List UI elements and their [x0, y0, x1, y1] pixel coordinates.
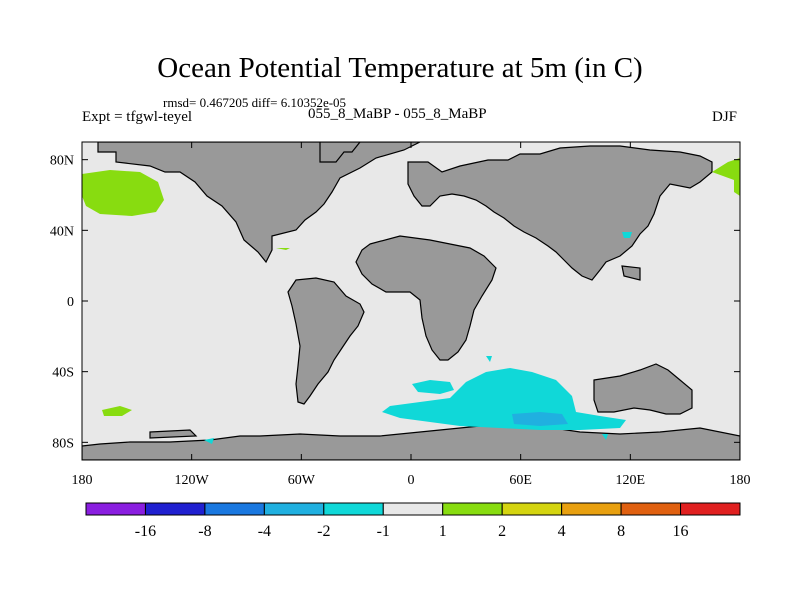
anomaly-north-pacific [82, 170, 164, 216]
experiment-label: Expt = tfgwl-teyel [82, 109, 193, 125]
land-greenland-arctic [319, 142, 361, 163]
colorbar-box [382, 502, 444, 516]
land-south-america [287, 277, 365, 405]
colorbar-label: 2 [498, 523, 506, 540]
land-antarctica [82, 423, 740, 460]
colorbar-box [144, 502, 206, 516]
anomaly-north-pacific-east-edge [712, 158, 740, 196]
land-eurasia [407, 145, 713, 281]
colorbar-box [561, 502, 622, 516]
anomaly-east-asia-coast [622, 232, 632, 238]
colorbar-label: 4 [558, 523, 566, 540]
x-tick-label: 0 [408, 473, 415, 488]
anomaly-southern-ocean-indian-core [512, 412, 568, 426]
colorbar-box [263, 502, 325, 516]
x-tick-label: 180 [730, 473, 751, 488]
y-tick-label: 40S [52, 366, 74, 381]
anomaly-indian-spot [486, 356, 492, 362]
colorbar-boxes [85, 502, 741, 516]
land-west-antarctic-islands [149, 429, 198, 439]
x-tick-label: 120E [616, 473, 646, 488]
colorbar-label: -8 [198, 523, 211, 540]
colorbar-box [85, 502, 146, 516]
x-tick-label: 180 [72, 473, 93, 488]
anomaly-south-pacific [102, 406, 132, 416]
y-tick-label: 40N [50, 224, 74, 239]
x-tick-label: 60W [288, 473, 316, 488]
anomaly-layer [82, 158, 740, 444]
stats-label: rmsd= 0.467205 diff= 6.10352e-05 [163, 95, 347, 110]
axes: 180 120W 60W 0 60E 120E 180 80N 40N 0 40S 80S [50, 142, 751, 488]
case-label: 055_8_MaBP - 055_8_MaBP [308, 106, 487, 122]
land-africa [355, 235, 497, 361]
land-japan [621, 265, 641, 281]
colorbar-box [680, 502, 741, 516]
colorbar-label: -16 [135, 523, 156, 540]
y-tick-label: 80N [50, 154, 74, 169]
colorbar-labels: -16 -8 -4 -2 -1 1 2 4 8 16 [135, 523, 689, 540]
season-label: DJF [712, 109, 738, 125]
y-tick-label: 80S [52, 436, 74, 451]
colorbar-label: -4 [258, 523, 271, 540]
colorbar-label: 16 [673, 523, 689, 540]
anomaly-southern-atlantic [412, 380, 454, 394]
colorbar-box [204, 502, 265, 516]
anomaly-antarctic-spot [204, 438, 214, 444]
colorbar-box [501, 502, 563, 516]
colorbar-box [620, 502, 682, 516]
x-tick-label: 120W [175, 473, 210, 488]
x-tick-label: 60E [509, 473, 532, 488]
colorbar-label: 1 [439, 523, 447, 540]
colorbar-box [442, 502, 503, 516]
chart-title: Ocean Potential Temperature at 5m (in C) [157, 52, 643, 84]
land-australia [593, 363, 693, 415]
anomaly-antarctic-spot-east [602, 434, 608, 440]
anomaly-southern-ocean-indian [382, 368, 626, 430]
colorbar-box [323, 502, 384, 516]
y-tick-label: 0 [67, 295, 74, 310]
colorbar-label: -2 [317, 523, 330, 540]
colorbar-label: -1 [377, 523, 390, 540]
colorbar-label: 8 [617, 523, 625, 540]
land-north-america [97, 142, 421, 264]
land-layer [82, 142, 740, 460]
anomaly-subtropical-atlantic [276, 248, 290, 250]
